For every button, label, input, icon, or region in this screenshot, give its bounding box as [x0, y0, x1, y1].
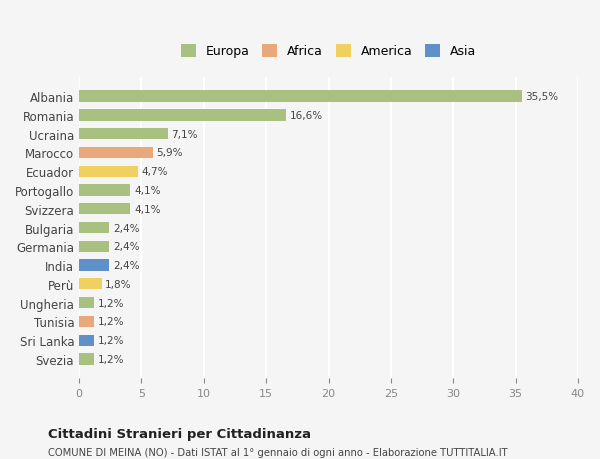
Legend: Europa, Africa, America, Asia: Europa, Africa, America, Asia	[181, 45, 476, 58]
Bar	[79, 185, 130, 196]
Bar	[79, 91, 522, 102]
Text: 1,2%: 1,2%	[98, 354, 124, 364]
Text: 35,5%: 35,5%	[526, 92, 559, 102]
Text: 4,7%: 4,7%	[142, 167, 168, 177]
Bar	[79, 166, 138, 178]
Text: 5,9%: 5,9%	[157, 148, 183, 158]
Text: 7,1%: 7,1%	[172, 129, 198, 140]
Text: 2,4%: 2,4%	[113, 242, 139, 252]
Bar	[79, 316, 94, 327]
Text: 2,4%: 2,4%	[113, 261, 139, 270]
Bar	[79, 129, 167, 140]
Text: 1,8%: 1,8%	[105, 279, 132, 289]
Bar	[79, 204, 130, 215]
Text: Cittadini Stranieri per Cittadinanza: Cittadini Stranieri per Cittadinanza	[48, 427, 311, 440]
Bar	[79, 147, 152, 159]
Text: 1,2%: 1,2%	[98, 317, 124, 327]
Text: COMUNE DI MEINA (NO) - Dati ISTAT al 1° gennaio di ogni anno - Elaborazione TUTT: COMUNE DI MEINA (NO) - Dati ISTAT al 1° …	[48, 448, 508, 458]
Text: 16,6%: 16,6%	[290, 111, 323, 121]
Bar	[79, 297, 94, 308]
Bar	[79, 241, 109, 252]
Bar	[79, 279, 101, 290]
Text: 1,2%: 1,2%	[98, 298, 124, 308]
Text: 2,4%: 2,4%	[113, 223, 139, 233]
Bar	[79, 353, 94, 365]
Bar	[79, 110, 286, 121]
Text: 1,2%: 1,2%	[98, 336, 124, 346]
Text: 4,1%: 4,1%	[134, 204, 160, 214]
Text: 4,1%: 4,1%	[134, 185, 160, 196]
Bar	[79, 335, 94, 346]
Bar	[79, 260, 109, 271]
Bar	[79, 223, 109, 234]
